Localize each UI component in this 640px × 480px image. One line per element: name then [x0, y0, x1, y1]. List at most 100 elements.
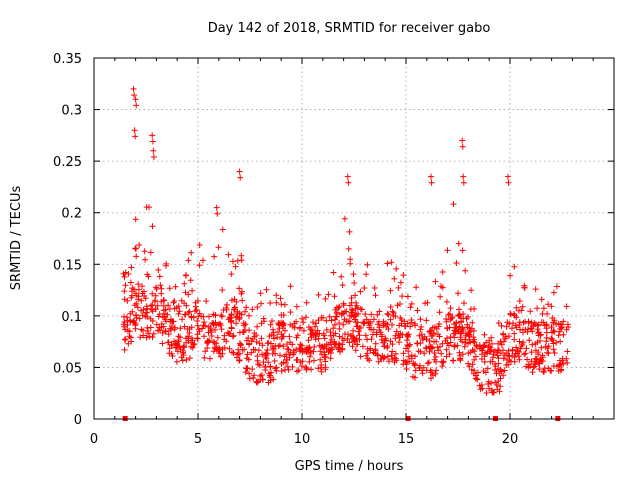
data-point — [445, 311, 452, 318]
data-point — [138, 307, 145, 314]
data-point — [264, 350, 270, 357]
data-point — [320, 344, 327, 351]
data-point — [399, 293, 406, 300]
data-point — [424, 360, 431, 367]
data-point — [215, 244, 222, 251]
data-point — [325, 291, 332, 298]
data-point — [187, 277, 194, 284]
data-point — [460, 173, 467, 180]
data-point — [345, 179, 352, 186]
data-point — [340, 321, 347, 328]
data-point — [387, 316, 394, 323]
data-point — [457, 336, 464, 343]
data-point — [397, 279, 404, 286]
data-point — [121, 336, 128, 343]
data-point — [538, 356, 544, 363]
data-point — [555, 332, 562, 339]
data-point — [183, 339, 190, 346]
data-point — [300, 319, 307, 326]
data-point — [226, 345, 233, 352]
data-point — [455, 240, 462, 247]
data-point — [495, 365, 502, 372]
data-point — [179, 357, 186, 364]
data-point — [180, 344, 187, 351]
data-point — [551, 350, 558, 356]
data-point — [431, 338, 437, 345]
data-point — [131, 92, 138, 99]
data-point — [404, 320, 411, 327]
data-point — [532, 286, 539, 293]
data-point — [457, 355, 464, 362]
x-axis-tick-labels: 0 5 10 15 20 — [90, 432, 518, 447]
data-point — [336, 333, 343, 340]
data-point — [139, 312, 146, 319]
data-point — [372, 347, 379, 354]
data-point — [507, 272, 514, 279]
data-point — [429, 332, 436, 339]
data-point — [167, 316, 174, 323]
data-point — [180, 352, 187, 358]
data-point — [392, 335, 399, 342]
data-point — [383, 320, 389, 327]
data-point — [366, 322, 373, 329]
data-point — [233, 298, 240, 305]
data-point — [250, 375, 257, 381]
data-point — [482, 349, 489, 356]
x-tick-label: 5 — [194, 432, 202, 447]
data-point — [317, 348, 324, 355]
data-point — [518, 342, 525, 349]
data-point — [369, 331, 376, 338]
data-point — [497, 366, 504, 373]
data-point — [459, 351, 466, 358]
data-point — [528, 349, 535, 356]
data-point — [529, 341, 536, 348]
data-point — [468, 287, 475, 294]
data-point — [239, 346, 246, 353]
data-point — [327, 350, 334, 356]
data-point — [273, 367, 280, 374]
data-point — [268, 340, 274, 347]
data-point — [226, 330, 232, 337]
data-point — [269, 344, 276, 351]
data-point — [303, 348, 310, 355]
data-point — [550, 346, 557, 353]
data-point — [529, 369, 536, 376]
y-tick-label: 0.15 — [53, 258, 82, 273]
data-point — [543, 338, 550, 345]
data-point — [320, 330, 327, 337]
data-point — [490, 354, 496, 361]
data-point — [438, 283, 444, 290]
data-point — [417, 326, 424, 333]
data-point — [317, 356, 324, 363]
data-point — [511, 336, 518, 343]
data-point — [500, 330, 506, 337]
data-point — [173, 358, 180, 365]
data-point — [316, 342, 323, 349]
data-point — [433, 367, 440, 374]
data-point — [361, 285, 368, 291]
data-point — [278, 360, 285, 367]
data-point — [307, 326, 314, 333]
data-point — [469, 319, 476, 326]
data-point — [287, 321, 294, 328]
data-point — [257, 290, 264, 297]
data-point — [497, 350, 504, 357]
data-point — [393, 265, 400, 272]
data-point — [181, 311, 188, 318]
data-point — [188, 313, 195, 320]
data-point — [352, 292, 359, 299]
data-point — [294, 356, 301, 363]
data-point — [417, 316, 424, 323]
data-point — [201, 319, 208, 326]
data-point — [511, 330, 518, 337]
data-point — [359, 343, 366, 350]
data-point — [353, 319, 359, 326]
data-point — [184, 326, 191, 332]
data-point — [405, 331, 412, 338]
data-point — [293, 334, 300, 341]
data-point — [290, 349, 297, 356]
data-point — [431, 350, 438, 356]
data-point — [217, 320, 224, 327]
data-point — [371, 285, 378, 291]
